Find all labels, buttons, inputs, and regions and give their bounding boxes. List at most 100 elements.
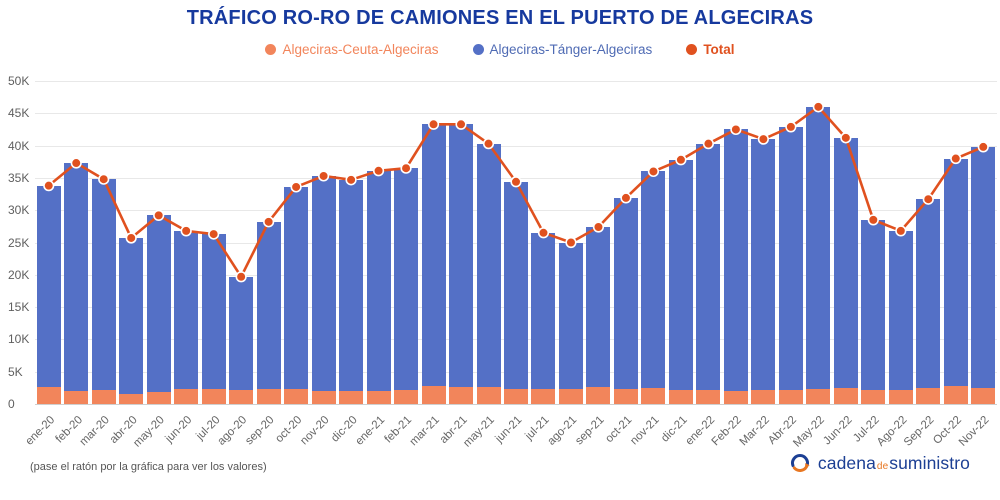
total-dot[interactable] <box>977 141 989 153</box>
total-dot[interactable] <box>592 221 605 233</box>
bar-segment-ceuta[interactable] <box>971 387 996 404</box>
brand-logo[interactable]: cadena de suministro <box>789 452 970 474</box>
total-dot[interactable] <box>840 132 852 144</box>
bar-segment-tanger[interactable] <box>723 129 748 392</box>
total-dot[interactable] <box>98 173 110 185</box>
bar-segment-tanger[interactable] <box>476 143 501 388</box>
bar-segment-tanger[interactable] <box>339 179 364 392</box>
bar-segment-ceuta[interactable] <box>641 387 666 404</box>
bar-segment-ceuta[interactable] <box>751 390 776 404</box>
bar-segment-ceuta[interactable] <box>284 389 309 404</box>
total-dot[interactable] <box>290 181 302 193</box>
bar-segment-ceuta[interactable] <box>586 386 611 404</box>
bar-segment-ceuta[interactable] <box>888 389 913 404</box>
bar-segment-ceuta[interactable] <box>504 389 528 404</box>
bar-segment-ceuta[interactable] <box>943 385 968 404</box>
bar-segment-tanger[interactable] <box>421 124 446 386</box>
total-dot[interactable] <box>895 225 907 237</box>
total-dot[interactable] <box>537 227 550 239</box>
bar-segment-ceuta[interactable] <box>613 389 638 404</box>
bar-segment-ceuta[interactable] <box>311 391 336 404</box>
bar-segment-tanger[interactable] <box>146 215 171 393</box>
bar-segment-tanger[interactable] <box>284 186 309 390</box>
bar-segment-tanger[interactable] <box>586 226 611 387</box>
bar-segment-ceuta[interactable] <box>229 390 254 404</box>
bar-segment-tanger[interactable] <box>751 139 776 391</box>
bar-segment-tanger[interactable] <box>696 143 721 390</box>
bar-segment-tanger[interactable] <box>668 159 693 390</box>
bar-segment-ceuta[interactable] <box>861 389 886 404</box>
total-dot[interactable] <box>730 123 742 136</box>
bar-segment-tanger[interactable] <box>256 221 281 390</box>
bar-segment-ceuta[interactable] <box>339 391 364 404</box>
total-dot[interactable] <box>318 170 330 182</box>
bar-segment-ceuta[interactable] <box>256 389 281 404</box>
total-dot[interactable] <box>125 232 137 244</box>
bar-segment-tanger[interactable] <box>201 234 226 390</box>
total-dot[interactable] <box>510 176 522 188</box>
total-dot[interactable] <box>70 157 82 169</box>
legend-item-total[interactable]: Total <box>686 42 735 57</box>
total-dot[interactable] <box>153 209 165 221</box>
total-dot[interactable] <box>455 118 467 130</box>
bar-segment-tanger[interactable] <box>971 146 996 388</box>
bar-segment-tanger[interactable] <box>531 232 556 390</box>
bar-segment-tanger[interactable] <box>394 168 419 391</box>
total-dot[interactable] <box>812 101 824 113</box>
bar-segment-tanger[interactable] <box>174 230 199 390</box>
bar-segment-ceuta[interactable] <box>531 389 556 404</box>
bar-segment-tanger[interactable] <box>449 124 474 387</box>
bar-segment-ceuta[interactable] <box>916 388 941 404</box>
total-dot[interactable] <box>922 193 934 205</box>
bar-segment-tanger[interactable] <box>229 276 254 391</box>
bar-segment-ceuta[interactable] <box>91 389 116 404</box>
total-dot[interactable] <box>482 138 495 150</box>
bar-segment-ceuta[interactable] <box>64 391 89 404</box>
total-dot[interactable] <box>400 162 412 174</box>
total-dot[interactable] <box>427 118 440 130</box>
bar-segment-tanger[interactable] <box>861 219 886 390</box>
legend-item-ceuta[interactable]: Algeciras-Ceuta-Algeciras <box>265 42 439 57</box>
bar-segment-tanger[interactable] <box>64 163 89 392</box>
bar-segment-ceuta[interactable] <box>366 391 391 404</box>
bar-segment-tanger[interactable] <box>641 171 666 388</box>
bar-segment-tanger[interactable] <box>311 175 336 392</box>
bar-segment-ceuta[interactable] <box>421 385 446 404</box>
total-dot[interactable] <box>208 228 220 240</box>
bar-segment-ceuta[interactable] <box>201 389 226 404</box>
total-dot[interactable] <box>372 165 385 177</box>
total-dot[interactable] <box>867 214 879 226</box>
bar-segment-tanger[interactable] <box>504 181 528 390</box>
total-dot[interactable] <box>647 165 660 178</box>
bar-segment-ceuta[interactable] <box>119 394 144 404</box>
bar-segment-tanger[interactable] <box>916 199 941 389</box>
bar-segment-ceuta[interactable] <box>833 387 858 404</box>
total-dot[interactable] <box>950 152 962 165</box>
total-dot[interactable] <box>757 133 769 145</box>
bar-segment-tanger[interactable] <box>833 137 858 388</box>
legend-item-tanger[interactable]: Algeciras-Tánger-Algeciras <box>472 42 652 57</box>
bar-segment-tanger[interactable] <box>36 185 61 388</box>
bar-segment-tanger[interactable] <box>613 197 638 390</box>
bar-segment-ceuta[interactable] <box>146 392 171 404</box>
total-dot[interactable] <box>43 180 55 192</box>
total-dot[interactable] <box>565 236 577 249</box>
total-dot[interactable] <box>180 225 192 237</box>
bar-segment-tanger[interactable] <box>778 126 803 390</box>
total-dot[interactable] <box>345 174 357 186</box>
bar-segment-ceuta[interactable] <box>668 389 693 404</box>
bar-segment-ceuta[interactable] <box>394 390 419 404</box>
bar-segment-tanger[interactable] <box>806 106 831 390</box>
bar-segment-tanger[interactable] <box>91 179 116 390</box>
total-dot[interactable] <box>235 271 247 283</box>
bar-segment-ceuta[interactable] <box>696 389 721 404</box>
bar-segment-tanger[interactable] <box>119 237 144 395</box>
total-dot[interactable] <box>263 216 275 228</box>
total-dot[interactable] <box>620 192 632 204</box>
bar-segment-tanger[interactable] <box>366 170 391 392</box>
total-dot[interactable] <box>702 138 715 150</box>
total-line[interactable] <box>47 105 984 280</box>
bar-segment-ceuta[interactable] <box>174 389 199 404</box>
bar-segment-ceuta[interactable] <box>806 389 831 404</box>
bar-segment-tanger[interactable] <box>558 242 583 390</box>
